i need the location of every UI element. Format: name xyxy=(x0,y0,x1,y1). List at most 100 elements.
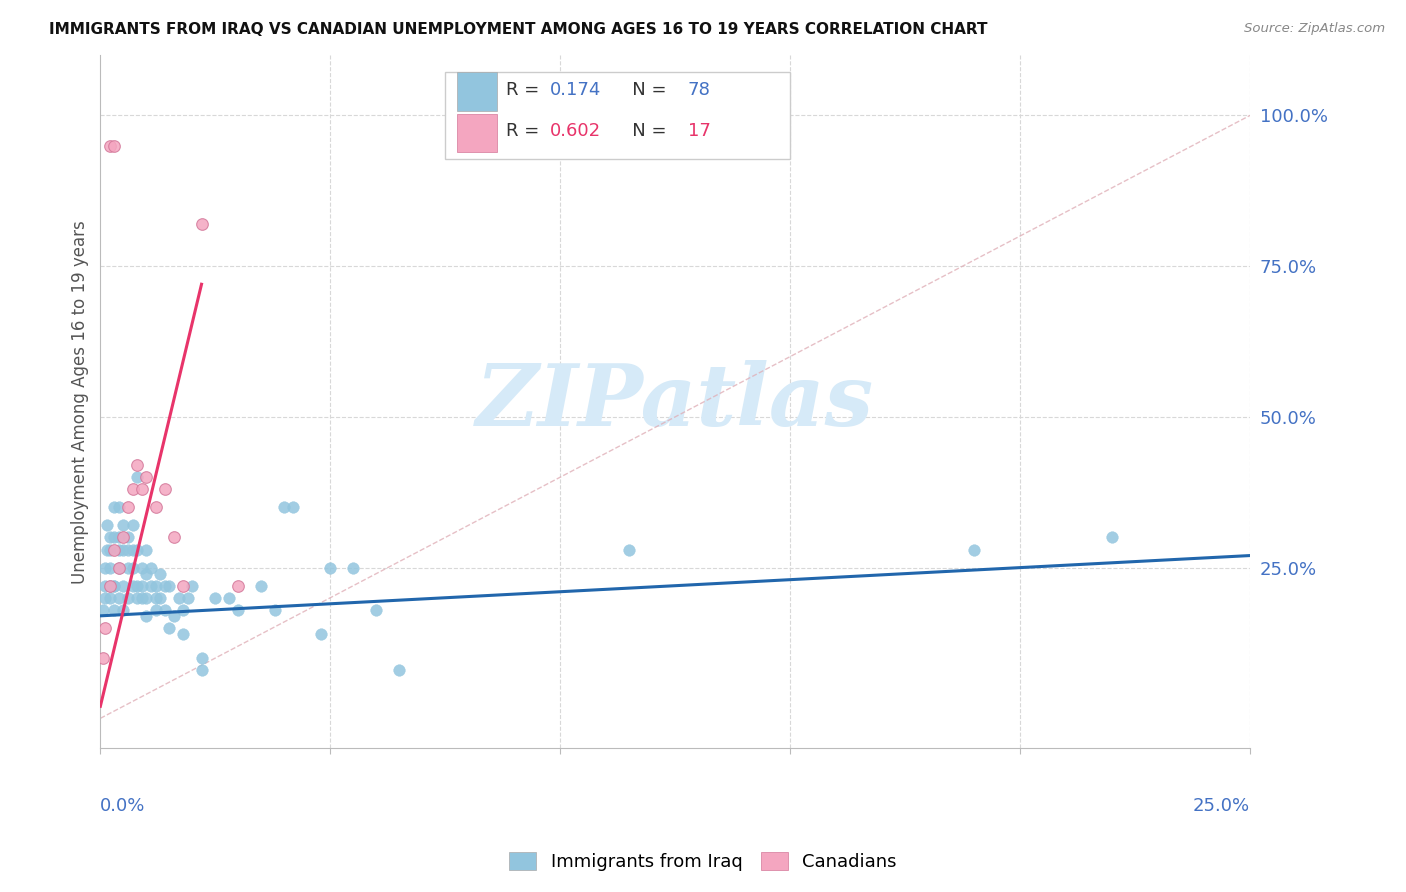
Point xyxy=(103,500,125,515)
Point xyxy=(157,579,180,593)
Point xyxy=(190,663,212,677)
Point xyxy=(342,560,364,574)
Point xyxy=(149,591,172,605)
Point xyxy=(98,591,121,605)
Point xyxy=(139,579,162,593)
Point xyxy=(163,531,186,545)
Point xyxy=(103,579,125,593)
Point xyxy=(181,579,204,593)
Point xyxy=(139,560,162,574)
Point xyxy=(157,621,180,635)
Y-axis label: Unemployment Among Ages 16 to 19 years: Unemployment Among Ages 16 to 19 years xyxy=(72,220,89,583)
Point xyxy=(264,603,287,617)
Point xyxy=(96,542,118,557)
Point xyxy=(103,138,125,153)
Point xyxy=(190,217,212,231)
Point xyxy=(127,579,149,593)
Point xyxy=(131,591,153,605)
Point xyxy=(112,579,135,593)
Point xyxy=(273,500,295,515)
Point xyxy=(98,542,121,557)
Point xyxy=(388,663,411,677)
Legend: Immigrants from Iraq, Canadians: Immigrants from Iraq, Canadians xyxy=(502,845,904,879)
Point xyxy=(121,579,143,593)
Point xyxy=(135,608,157,623)
Point xyxy=(226,579,249,593)
Point xyxy=(190,651,212,665)
Point xyxy=(226,603,249,617)
Point xyxy=(98,579,121,593)
Point xyxy=(319,560,342,574)
Point xyxy=(218,591,240,605)
Point xyxy=(309,627,332,641)
Point xyxy=(127,591,149,605)
Text: R =: R = xyxy=(506,81,546,99)
Point xyxy=(135,542,157,557)
Point xyxy=(107,542,129,557)
Text: N =: N = xyxy=(616,122,672,140)
Point xyxy=(121,482,143,496)
Point xyxy=(127,470,149,484)
Point xyxy=(127,458,149,472)
Point xyxy=(121,542,143,557)
Point xyxy=(167,591,190,605)
Point xyxy=(145,591,167,605)
Point xyxy=(145,603,167,617)
Point xyxy=(117,531,139,545)
Text: N =: N = xyxy=(616,81,672,99)
Point xyxy=(172,603,194,617)
Text: ZIPatlas: ZIPatlas xyxy=(477,360,875,443)
Text: 78: 78 xyxy=(688,81,710,99)
Point xyxy=(112,603,135,617)
Point xyxy=(145,500,167,515)
Text: 0.0%: 0.0% xyxy=(100,797,146,815)
Point xyxy=(172,627,194,641)
Point xyxy=(135,566,157,581)
Point xyxy=(145,579,167,593)
Point xyxy=(91,603,114,617)
Point xyxy=(112,531,135,545)
Point xyxy=(117,542,139,557)
Point xyxy=(127,542,149,557)
Point xyxy=(107,531,129,545)
Text: R =: R = xyxy=(506,122,546,140)
Point xyxy=(135,470,157,484)
Point xyxy=(366,603,388,617)
Point xyxy=(98,138,121,153)
Point xyxy=(131,579,153,593)
Point xyxy=(96,518,118,533)
Point xyxy=(121,518,143,533)
Point xyxy=(94,621,117,635)
Bar xyxy=(446,72,790,159)
Text: 25.0%: 25.0% xyxy=(1192,797,1250,815)
Bar xyxy=(457,72,496,111)
Point xyxy=(94,579,117,593)
Text: 0.602: 0.602 xyxy=(550,122,600,140)
Point xyxy=(204,591,226,605)
Point xyxy=(98,579,121,593)
Point xyxy=(112,542,135,557)
Point xyxy=(112,518,135,533)
Point xyxy=(131,560,153,574)
Point xyxy=(963,542,986,557)
Point xyxy=(103,603,125,617)
Point xyxy=(283,500,305,515)
Point xyxy=(149,566,172,581)
Bar xyxy=(457,114,496,153)
Point xyxy=(107,500,129,515)
Point xyxy=(107,560,129,574)
Point xyxy=(1101,531,1123,545)
Point xyxy=(94,560,117,574)
Point xyxy=(117,560,139,574)
Point xyxy=(619,542,641,557)
Text: IMMIGRANTS FROM IRAQ VS CANADIAN UNEMPLOYMENT AMONG AGES 16 TO 19 YEARS CORRELAT: IMMIGRANTS FROM IRAQ VS CANADIAN UNEMPLO… xyxy=(49,22,987,37)
Point xyxy=(103,542,125,557)
Point xyxy=(135,591,157,605)
Point xyxy=(117,500,139,515)
Text: 17: 17 xyxy=(688,122,710,140)
Point xyxy=(98,560,121,574)
Point xyxy=(177,591,200,605)
Point xyxy=(250,579,273,593)
Point xyxy=(103,531,125,545)
Point xyxy=(107,560,129,574)
